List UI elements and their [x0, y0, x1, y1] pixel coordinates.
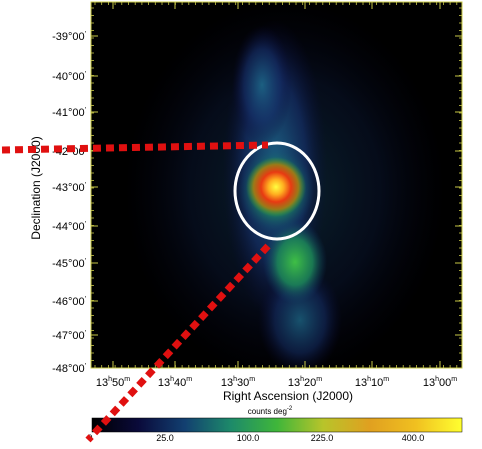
y-tick-labels: -39°00'-40°00'-41°00'-42°00'-43°00'-44°0…	[52, 31, 86, 375]
y-tick-label: -40°00'	[52, 71, 86, 83]
colorbar-tick-label: 400.0	[402, 433, 425, 443]
northern-lobe	[232, 25, 292, 145]
y-tick-label: -45°00'	[52, 258, 86, 270]
x-tick-label: 13h50m	[96, 376, 130, 389]
y-tick-label: -47°00'	[52, 330, 86, 342]
x-axis-title: Right Ascension (J2000)	[223, 389, 353, 403]
y-tick-label: -41°00'	[52, 107, 86, 119]
colorbar-tick-labels: 0 25.0 100.0 225.0 400.0	[87, 433, 424, 443]
y-tick-label: -46°00'	[52, 296, 86, 308]
pointer-line-horizontal	[1, 141, 269, 154]
x-tick-labels: 13h50m 13h40m 13h30m 13h20m 13h10m 13h00m	[96, 376, 457, 389]
colorbar-tick-label: 225.0	[311, 433, 334, 443]
x-tick-label: 13h30m	[221, 376, 255, 389]
frame-ticks	[91, 2, 462, 369]
colorbar-title: counts deg-2	[248, 406, 293, 416]
colorbar-tick-label: 25.0	[156, 433, 174, 443]
sky-image	[91, 2, 462, 368]
y-tick-label: -43°00'	[52, 182, 86, 194]
y-tick-label: -39°00'	[52, 31, 86, 43]
colorbar-tick-label: 100.0	[237, 433, 260, 443]
pointer-line-diagonal	[85, 243, 271, 443]
green-emission-south	[263, 220, 327, 304]
plot-frame	[90, 1, 463, 369]
x-tick-label: 13h40m	[158, 376, 192, 389]
y-tick-label: -44°00'	[52, 221, 86, 233]
y-axis-title: Declination (J2000)	[29, 136, 43, 239]
bright-source	[246, 157, 306, 217]
x-tick-label: 13h00m	[423, 376, 457, 389]
source-region-ellipse	[233, 141, 321, 241]
y-tick-label: -48°00'	[52, 363, 86, 375]
colorbar	[91, 417, 463, 433]
x-tick-label: 13h20m	[288, 376, 322, 389]
x-tick-label: 13h10m	[355, 376, 389, 389]
